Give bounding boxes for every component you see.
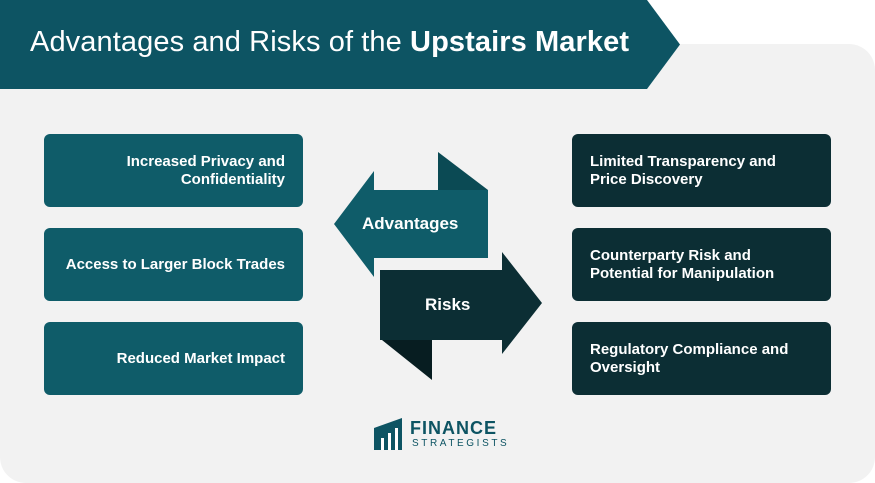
risk-card-regulatory: Regulatory Compliance and Oversight xyxy=(572,322,831,395)
advantage-label: Reduced Market Impact xyxy=(116,349,285,367)
title-normal: Advantages and Risks of the xyxy=(30,26,411,58)
page-title: Advantages and Risks of the Upstairs Mar… xyxy=(30,26,629,59)
advantage-card-block-trades: Access to Larger Block Trades xyxy=(44,228,303,301)
risk-label: Limited Transparency and Price Discovery xyxy=(590,152,776,188)
logo-mark-icon xyxy=(374,418,402,450)
logo-text-finance: FINANCE xyxy=(410,418,497,438)
finance-strategists-logo: FINANCE STRATEGISTS xyxy=(372,416,512,454)
risk-label: Regulatory Compliance and Oversight xyxy=(590,340,789,376)
advantages-arrow-fold xyxy=(438,152,488,190)
advantage-label: Increased Privacy and Confidentiality xyxy=(126,152,285,188)
advantage-card-privacy: Increased Privacy and Confidentiality xyxy=(44,134,303,207)
risks-arrow xyxy=(380,252,542,354)
risk-label: Counterparty Risk and Potential for Mani… xyxy=(590,246,775,282)
risk-card-transparency: Limited Transparency and Price Discovery xyxy=(572,134,831,207)
advantage-label: Access to Larger Block Trades xyxy=(65,255,285,273)
advantages-arrow xyxy=(334,171,488,277)
risk-card-counterparty: Counterparty Risk and Potential for Mani… xyxy=(572,228,831,301)
title-bold: Upstairs Market xyxy=(410,26,630,58)
risks-arrow-label: Risks xyxy=(425,295,471,314)
advantage-card-market-impact: Reduced Market Impact xyxy=(44,322,303,395)
advantages-arrow-label: Advantages xyxy=(362,214,459,233)
logo-text-strategists: STRATEGISTS xyxy=(412,438,510,449)
risks-arrow-fold xyxy=(382,340,432,380)
title-banner: Advantages and Risks of the Upstairs Mar… xyxy=(0,0,680,89)
